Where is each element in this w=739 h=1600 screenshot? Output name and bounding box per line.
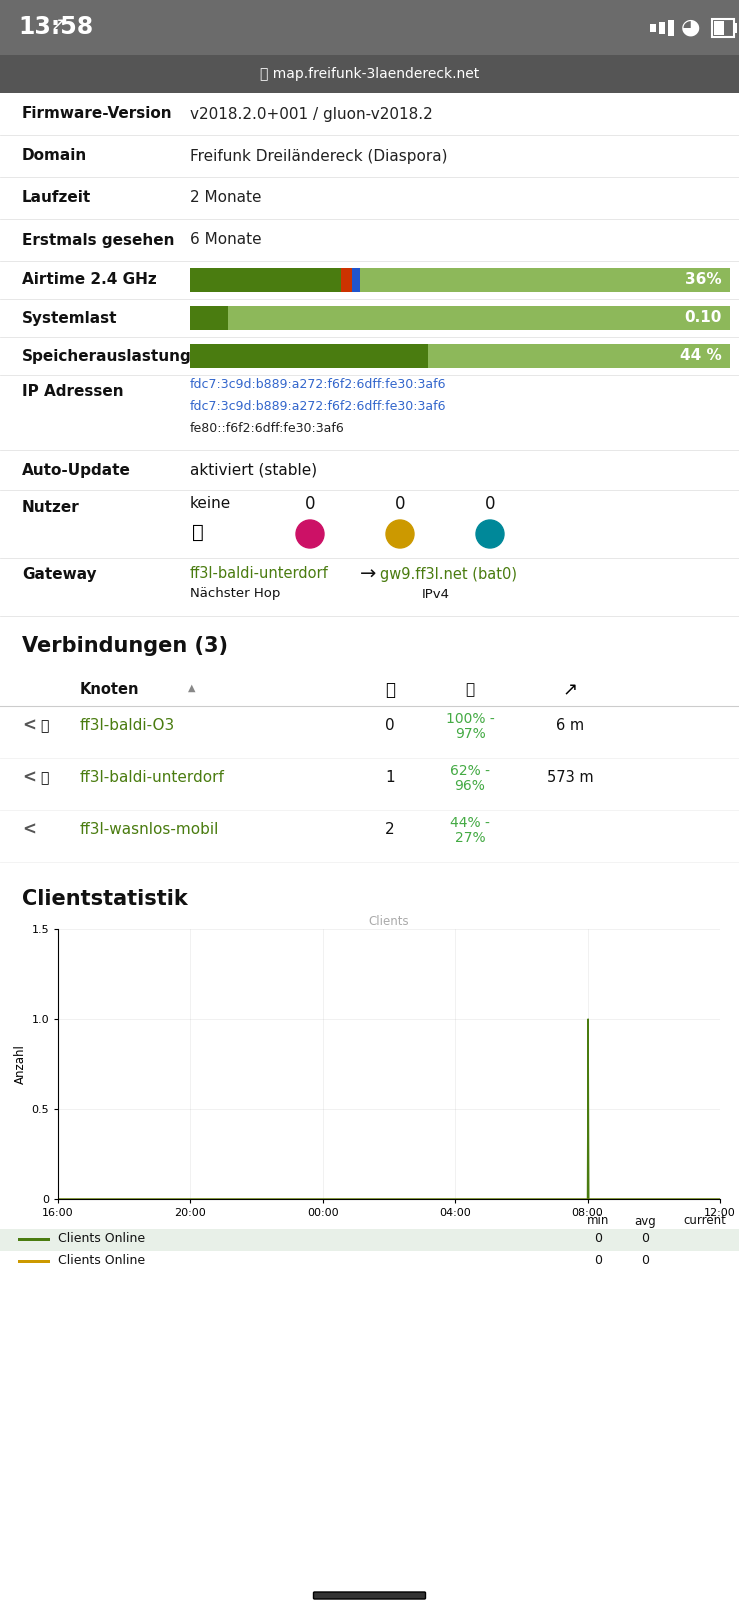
Text: 13:58: 13:58 bbox=[18, 16, 93, 40]
Bar bbox=[734, 22, 737, 32]
Title: Clients: Clients bbox=[369, 915, 409, 928]
Text: min: min bbox=[587, 1214, 609, 1227]
Bar bbox=[712, 19, 734, 37]
Text: 📶: 📶 bbox=[466, 683, 474, 698]
Circle shape bbox=[386, 520, 414, 547]
Text: ↗: ↗ bbox=[562, 682, 578, 699]
Text: 1: 1 bbox=[385, 771, 395, 786]
Text: 44 %: 44 % bbox=[681, 349, 722, 363]
Text: Nächster Hop: Nächster Hop bbox=[190, 587, 280, 600]
Bar bbox=[190, 344, 428, 368]
Text: IPv4: IPv4 bbox=[422, 587, 450, 600]
Text: Domain: Domain bbox=[22, 149, 87, 163]
Bar bbox=[0, 1229, 739, 1251]
Text: 👥: 👥 bbox=[385, 682, 395, 699]
Text: ff3l-wasnlos-mobil: ff3l-wasnlos-mobil bbox=[80, 822, 219, 837]
Bar bbox=[659, 21, 665, 34]
Text: Speicherauslastung: Speicherauslastung bbox=[22, 349, 191, 363]
Text: <: < bbox=[22, 717, 36, 734]
Text: Gateway: Gateway bbox=[22, 566, 97, 581]
Text: 6 Monate: 6 Monate bbox=[190, 232, 262, 248]
Text: Knoten: Knoten bbox=[80, 683, 140, 698]
Text: 0: 0 bbox=[641, 1254, 649, 1267]
Text: ◕: ◕ bbox=[681, 18, 700, 37]
Text: Auto-Update: Auto-Update bbox=[22, 462, 131, 477]
Text: Clientstatistik: Clientstatistik bbox=[22, 890, 188, 909]
Text: 📍: 📍 bbox=[40, 771, 48, 786]
Text: <: < bbox=[22, 770, 36, 787]
Text: 0: 0 bbox=[385, 718, 395, 733]
Text: ff3l-baldi-O3: ff3l-baldi-O3 bbox=[80, 718, 175, 733]
Text: 📍: 📍 bbox=[40, 718, 48, 733]
Text: 0: 0 bbox=[304, 494, 316, 514]
Text: 27%: 27% bbox=[454, 830, 486, 845]
Text: v2018.2.0+001 / gluon-v2018.2: v2018.2.0+001 / gluon-v2018.2 bbox=[190, 107, 433, 122]
Text: 573 m: 573 m bbox=[547, 771, 593, 786]
Text: Clients Online: Clients Online bbox=[58, 1254, 145, 1267]
Text: 100% -: 100% - bbox=[446, 712, 494, 726]
Text: Nutzer: Nutzer bbox=[22, 501, 80, 515]
Bar bbox=[341, 267, 352, 291]
Text: 2: 2 bbox=[385, 822, 395, 837]
Text: aktiviert (stable): aktiviert (stable) bbox=[190, 462, 317, 477]
Bar bbox=[352, 267, 360, 291]
Bar bbox=[228, 306, 730, 330]
Text: 2 Monate: 2 Monate bbox=[190, 190, 262, 205]
Text: fdc7:3c9d:b889:a272:f6f2:6dff:fe30:3af6: fdc7:3c9d:b889:a272:f6f2:6dff:fe30:3af6 bbox=[190, 379, 446, 392]
Text: ff3l-baldi-unterdorf: ff3l-baldi-unterdorf bbox=[80, 771, 225, 786]
Text: 0: 0 bbox=[594, 1254, 602, 1267]
Text: 96%: 96% bbox=[454, 779, 486, 794]
Bar bbox=[0, 54, 739, 93]
Bar bbox=[0, 0, 739, 54]
Circle shape bbox=[476, 520, 504, 547]
Text: Erstmals gesehen: Erstmals gesehen bbox=[22, 232, 174, 248]
Text: Firmware-Version: Firmware-Version bbox=[22, 107, 173, 122]
Text: →: → bbox=[360, 565, 376, 584]
Text: 97%: 97% bbox=[454, 726, 486, 741]
Text: gw9.ff3l.net (bat0): gw9.ff3l.net (bat0) bbox=[380, 566, 517, 581]
Bar bbox=[668, 19, 674, 35]
Text: 62% -: 62% - bbox=[450, 765, 490, 778]
Text: current: current bbox=[684, 1214, 726, 1227]
Circle shape bbox=[296, 520, 324, 547]
Text: 0.10: 0.10 bbox=[684, 310, 722, 325]
Text: avg: avg bbox=[634, 1214, 656, 1227]
Text: ff3l-baldi-unterdorf: ff3l-baldi-unterdorf bbox=[190, 566, 329, 581]
Bar bbox=[190, 267, 341, 291]
Text: 0: 0 bbox=[594, 1232, 602, 1245]
Text: ▲: ▲ bbox=[188, 683, 196, 693]
Bar bbox=[18, 1238, 50, 1242]
Text: ↗: ↗ bbox=[50, 16, 65, 35]
Bar bbox=[714, 21, 724, 35]
Text: Laufzeit: Laufzeit bbox=[22, 190, 91, 205]
Text: 👥: 👥 bbox=[192, 523, 204, 541]
Bar bbox=[360, 267, 730, 291]
Text: fe80::f6f2:6dff:fe30:3af6: fe80::f6f2:6dff:fe30:3af6 bbox=[190, 422, 345, 435]
Text: 6 m: 6 m bbox=[556, 718, 584, 733]
Text: 44% -: 44% - bbox=[450, 816, 490, 830]
Text: <: < bbox=[22, 821, 36, 838]
FancyBboxPatch shape bbox=[313, 1592, 426, 1598]
Text: Clients Online: Clients Online bbox=[58, 1232, 145, 1245]
Text: 36%: 36% bbox=[685, 272, 722, 288]
Text: 0: 0 bbox=[641, 1232, 649, 1245]
Bar bbox=[428, 344, 730, 368]
Bar bbox=[190, 306, 228, 330]
Bar bbox=[0, 1251, 739, 1274]
Bar bbox=[650, 24, 656, 32]
Text: 0: 0 bbox=[395, 494, 405, 514]
Text: 0: 0 bbox=[485, 494, 495, 514]
Text: fdc7:3c9d:b889:a272:f6f2:6dff:fe30:3af6: fdc7:3c9d:b889:a272:f6f2:6dff:fe30:3af6 bbox=[190, 400, 446, 413]
Text: 🔒 map.freifunk-3laendereck.net: 🔒 map.freifunk-3laendereck.net bbox=[260, 67, 479, 82]
Bar bbox=[18, 1261, 50, 1262]
Text: keine: keine bbox=[190, 496, 231, 512]
Text: Freifunk Dreiländereck (Diaspora): Freifunk Dreiländereck (Diaspora) bbox=[190, 149, 448, 163]
Text: Airtime 2.4 GHz: Airtime 2.4 GHz bbox=[22, 272, 157, 288]
Text: Systemlast: Systemlast bbox=[22, 310, 118, 325]
Text: IP Adressen: IP Adressen bbox=[22, 384, 123, 398]
Text: Verbindungen (3): Verbindungen (3) bbox=[22, 635, 228, 656]
Y-axis label: Anzahl: Anzahl bbox=[14, 1045, 27, 1083]
